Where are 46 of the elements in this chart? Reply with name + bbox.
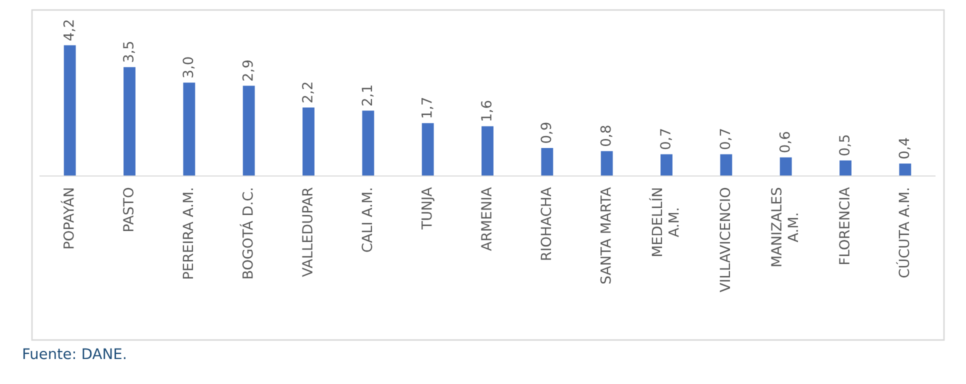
x-tick-label: VILLAVICENCIO (720, 188, 730, 292)
bar (899, 164, 912, 176)
data-label: 3,0 (182, 57, 195, 78)
x-tick-label: SANTA MARTA (600, 187, 611, 284)
x-tick-label: PEREIRA A.M. (182, 188, 193, 278)
bar (482, 126, 494, 176)
x-tick-label: CALI A.M. (362, 188, 372, 252)
bar (422, 123, 434, 176)
data-label: 2,1 (362, 86, 374, 106)
data-label: 0,6 (779, 132, 792, 152)
data-label: 0,4 (898, 138, 911, 158)
bar (302, 108, 314, 176)
data-label: 1,6 (481, 100, 493, 121)
data-label: 4,2 (63, 20, 76, 40)
data-label: 2,2 (302, 82, 314, 102)
x-tick-label: FLORENCIA (839, 187, 850, 264)
data-label: 3,5 (123, 42, 135, 62)
x-tick-label: MANIZALES A.M. (771, 188, 798, 266)
data-label: 0,8 (600, 126, 612, 146)
bar (362, 110, 374, 176)
bar (660, 154, 672, 176)
data-label: 0,7 (660, 129, 672, 150)
bar (780, 157, 792, 176)
data-label: 2,9 (242, 60, 254, 81)
x-tick-label: PASTO (123, 188, 134, 231)
bar (600, 151, 613, 176)
x-tick-label: TUNJA (422, 187, 434, 230)
x-tick-label: BOGOTÁ D.C. (240, 188, 253, 278)
x-tick-label: MEDELLÍN A.M. (649, 188, 679, 256)
bar (64, 45, 76, 176)
x-tick-label: RIOHACHA (540, 187, 552, 260)
bar (840, 160, 852, 176)
x-tick-label: CÚCUTA A.M. (896, 188, 910, 278)
bar (124, 67, 136, 176)
x-tick-label: POPAYÁN (60, 188, 74, 248)
data-label: 1,7 (422, 98, 434, 118)
source-note: Fuente: DANE. (23, 348, 126, 360)
bar (720, 154, 732, 176)
bar (541, 148, 554, 176)
x-tick-label: VALLEDUPAR (302, 188, 313, 277)
bar (183, 82, 196, 176)
bar (242, 86, 255, 176)
data-label: 0,7 (720, 129, 732, 150)
data-label: 0,5 (839, 135, 851, 156)
x-tick-label: ARMENIA (481, 187, 492, 251)
data-label: 0,9 (540, 122, 553, 143)
